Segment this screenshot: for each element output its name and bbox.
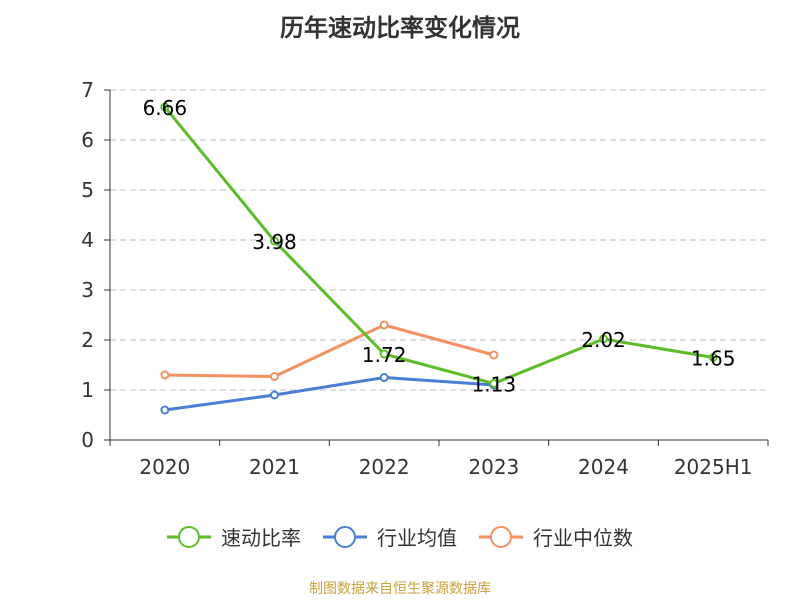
data-point xyxy=(160,370,170,380)
y-tick-label: 0 xyxy=(81,428,94,452)
x-tick-label: 2025H1 xyxy=(674,455,753,479)
data-label: 1.65 xyxy=(691,347,736,371)
data-point xyxy=(489,379,499,388)
data-point xyxy=(379,373,389,382)
legend[interactable]: 速动比率 行业均值 行业中位数 xyxy=(167,526,633,550)
series-line xyxy=(164,323,495,378)
data-point xyxy=(160,102,170,112)
data-point xyxy=(708,353,718,362)
data-label: 1.72 xyxy=(362,343,407,367)
data-point xyxy=(379,320,389,330)
chart-title: 历年速动比率变化情况 xyxy=(280,14,520,42)
y-tick-label: 2 xyxy=(81,328,94,352)
legend-item[interactable]: 行业均值 xyxy=(323,526,457,550)
data-label: 2.02 xyxy=(581,328,626,352)
series-line xyxy=(163,106,714,385)
data-point xyxy=(270,236,279,246)
legend-label: 行业均值 xyxy=(377,526,457,550)
data-point xyxy=(270,390,279,400)
legend-marker xyxy=(334,526,356,548)
series-lines xyxy=(160,102,718,415)
legend-item[interactable]: 速动比率 xyxy=(167,526,301,550)
y-tick-label: 6 xyxy=(81,128,94,152)
data-point xyxy=(599,334,608,344)
y-tick-label: 7 xyxy=(81,78,94,102)
x-tick-label: 2024 xyxy=(578,455,629,479)
x-tick-label: 2022 xyxy=(359,455,410,479)
data-label: 1.13 xyxy=(472,373,517,397)
data-point xyxy=(379,349,389,359)
legend-marker xyxy=(178,526,200,548)
grid-lines xyxy=(110,89,768,391)
x-tick-label: 2021 xyxy=(249,455,300,479)
series-line xyxy=(164,376,494,412)
data-point xyxy=(489,350,499,360)
x-tick-label: 2020 xyxy=(139,455,190,479)
legend-item[interactable]: 行业中位数 xyxy=(479,526,633,550)
data-point xyxy=(270,372,279,381)
data-label: 3.98 xyxy=(252,230,297,254)
y-tick-label: 3 xyxy=(81,278,94,302)
y-tick-label: 5 xyxy=(81,178,94,202)
legend-marker xyxy=(490,526,512,548)
data-label: 6.66 xyxy=(143,96,188,120)
y-tick-label: 1 xyxy=(81,378,94,402)
source-note: 制图数据来自恒生聚源数据库 xyxy=(309,581,491,597)
data-point xyxy=(160,405,170,415)
axes: 0 1 2 3 4 5 6 7 2020 2021 2022 2023 2024 2025H1 xyxy=(81,78,769,479)
y-tick-label: 4 xyxy=(81,228,94,252)
x-tick-label: 2023 xyxy=(468,455,519,479)
legend-label: 速动比率 xyxy=(221,526,301,550)
legend-label: 行业中位数 xyxy=(533,526,633,550)
data-labels: 6.66 3.98 1.72 1.13 2.02 1.65 xyxy=(143,96,736,397)
